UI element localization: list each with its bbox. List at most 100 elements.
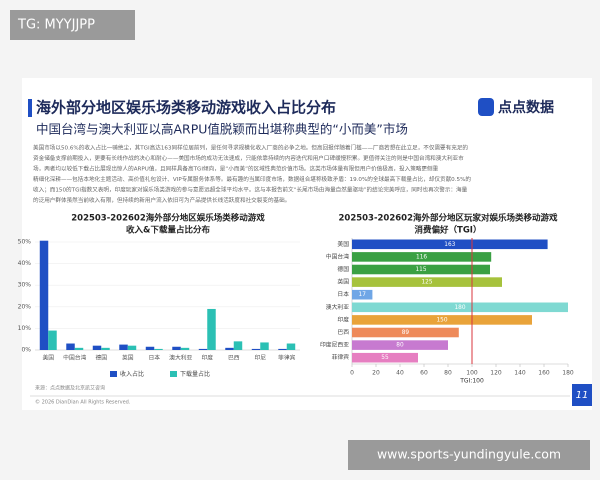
bar	[352, 239, 548, 250]
url-box	[348, 440, 590, 470]
x-tick-label: 140	[514, 370, 526, 377]
bar	[233, 341, 243, 350]
title-bar	[28, 99, 32, 117]
chart-title: 收入&下载量占比分布	[126, 225, 210, 236]
bar	[101, 347, 110, 350]
body-line: 收入；而150的TGI指数又表明，印度玩家对娱乐场类游戏的参与意愿远超全球平均水…	[33, 186, 468, 194]
x-tick-label: 中国台湾	[63, 354, 86, 362]
chart-title: 202503-202602海外部分地区玩家对娱乐场类移动游戏	[338, 213, 558, 224]
value-label: 180	[454, 305, 465, 311]
body-line: 的泛用户群体虽然当前收入有限，但持续的新用户流入依旧可为产品提供长线活跃度和社交…	[33, 196, 290, 204]
y-tick-label: 40%	[18, 260, 32, 267]
chart-title: 202503-202602海外部分地区娱乐场类移动游戏	[71, 213, 265, 224]
logo-icon	[478, 98, 494, 116]
bar	[251, 348, 261, 350]
x-tick-label: 60	[420, 370, 428, 377]
bar	[74, 347, 84, 350]
bar	[154, 348, 163, 350]
y-tick-label: 德国	[337, 265, 349, 273]
y-tick-label: 0%	[21, 347, 31, 354]
x-tick-label: 印尼	[254, 355, 266, 362]
y-tick-label: 澳大利亚	[326, 303, 349, 311]
bar	[352, 340, 448, 350]
tag-box	[10, 10, 135, 40]
bar	[127, 345, 137, 350]
body-line: 精细化深耕——包括本地化主题活动、高价值礼包设计、VIP专属服务体系等。最有趣的…	[33, 175, 471, 183]
body-line: 场，两者均以较低下载占比展现出惊人的ARPU值，且同样具备高TGI倾向，是“小而…	[33, 165, 439, 173]
x-tick-label: 100	[466, 370, 478, 377]
y-tick-label: 菲律宾	[332, 353, 350, 361]
value-label: 125	[421, 280, 432, 286]
bar	[286, 343, 296, 350]
bar	[48, 330, 57, 350]
title: 海外部分地区娱乐场类移动游戏收入占比分布	[36, 99, 336, 117]
value-label: 163	[444, 242, 455, 248]
bar	[145, 346, 155, 350]
x-tick-label: 40	[396, 370, 404, 377]
bar	[225, 347, 234, 350]
y-tick-label: 英国	[337, 278, 349, 286]
value-label: 55	[381, 355, 389, 361]
legend-swatch	[110, 371, 117, 377]
legend-label: 下载量占比	[180, 370, 210, 378]
y-tick-label: 10%	[18, 325, 32, 332]
value-label: 150	[436, 317, 447, 323]
y-tick-label: 30%	[18, 282, 32, 289]
x-tick-label: 120	[490, 370, 502, 377]
url: www.sports-yundingyule.com	[377, 447, 561, 462]
x-tick-label: 日本	[148, 354, 160, 362]
bar	[39, 240, 49, 350]
bar	[260, 342, 269, 350]
bar	[92, 345, 102, 350]
x-tick-label: 0	[350, 370, 354, 377]
value-label: 80	[396, 343, 404, 349]
bar	[352, 302, 568, 313]
y-tick-label: 印度	[337, 315, 349, 323]
bar	[352, 352, 418, 363]
bar	[172, 346, 181, 350]
page-tab	[572, 384, 592, 406]
value-label: 89	[402, 330, 410, 336]
tag: TG: MYYJJPP	[17, 18, 95, 33]
value-label: 17	[359, 292, 367, 298]
bar	[352, 289, 373, 300]
x-tick-label: 澳大利亚	[169, 354, 192, 362]
subtitle: 中国台湾与澳大利亚以高ARPU值脱颖而出堪称典型的“小而美”市场	[36, 122, 408, 137]
x-tick-label: 巴西	[228, 355, 240, 362]
x-tick-label: 80	[444, 370, 452, 377]
x-tick-label: 20	[372, 370, 380, 377]
value-label: 116	[416, 254, 427, 260]
chart-title: 消费偏好（TGI）	[415, 225, 482, 236]
x-tick-label: 英国	[122, 354, 134, 362]
y-tick-label: 20%	[18, 303, 32, 310]
bar	[352, 315, 532, 325]
bar	[119, 344, 128, 350]
legend-swatch	[170, 371, 177, 377]
bar	[352, 252, 492, 262]
legend-label: 收入占比	[120, 370, 144, 378]
y-tick-label: 中国台湾	[326, 252, 349, 260]
body-line: 美国市场以50.6%的收入占比一骑绝尘，其TGI高达163同样位居前列，是任何寻…	[33, 144, 468, 152]
y-tick-label: 印度尼西亚	[320, 341, 349, 349]
y-tick-label: 巴西	[337, 329, 349, 336]
x-tick-label: 菲律宾	[278, 354, 296, 362]
y-tick-label: 日本	[337, 290, 349, 298]
bar	[198, 348, 208, 350]
x-tick-label: 印度	[201, 354, 213, 362]
source: 来源：点点数据及北京凯艾咨询	[35, 385, 105, 392]
copyright: © 2026 DianDian All Rights Reserved.	[35, 399, 131, 406]
bar	[352, 277, 502, 287]
x-tick-label: 德国	[95, 354, 107, 362]
logo: 点点数据	[498, 99, 554, 116]
y-tick-label: 50%	[18, 239, 32, 246]
bar	[66, 343, 75, 350]
page-number: 11	[576, 390, 589, 401]
y-tick-label: 美国	[337, 240, 349, 248]
x-tick-label: 美国	[42, 354, 54, 362]
value-label: 115	[415, 267, 426, 273]
x-tick-label: 180	[562, 370, 574, 377]
bar	[180, 347, 190, 350]
x-tick-label: 160	[538, 370, 550, 377]
body-line: 资金储备支撑前期投入，更要有长线作战的决心和耐心——美国市场的成功无法速成，只能…	[33, 154, 464, 162]
